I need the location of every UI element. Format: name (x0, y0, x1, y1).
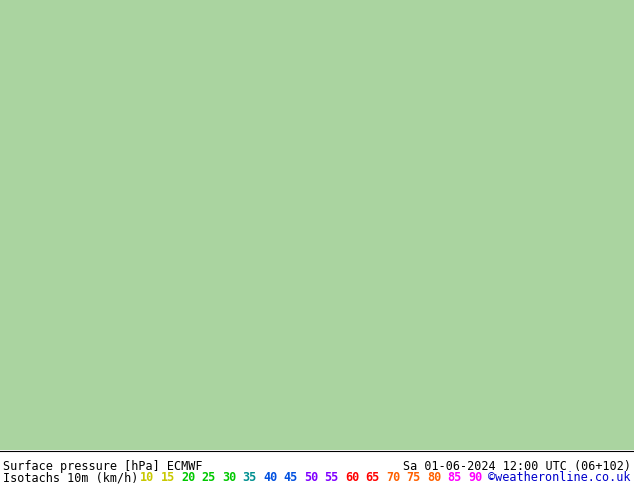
Text: Sa 01-06-2024 12:00 UTC (06+102): Sa 01-06-2024 12:00 UTC (06+102) (403, 460, 631, 473)
Text: 80: 80 (427, 471, 441, 484)
Text: Surface pressure [hPa] ECMWF: Surface pressure [hPa] ECMWF (3, 460, 202, 473)
Text: 85: 85 (448, 471, 462, 484)
Text: 50: 50 (304, 471, 318, 484)
Text: 90: 90 (468, 471, 482, 484)
Text: 75: 75 (406, 471, 421, 484)
Text: 20: 20 (181, 471, 195, 484)
Text: 25: 25 (202, 471, 216, 484)
Text: 60: 60 (345, 471, 359, 484)
Text: 15: 15 (160, 471, 175, 484)
Text: 30: 30 (222, 471, 236, 484)
Text: 45: 45 (283, 471, 298, 484)
Text: 55: 55 (325, 471, 339, 484)
Text: 10: 10 (140, 471, 154, 484)
Text: 35: 35 (242, 471, 257, 484)
Text: Isotachs 10m (km/h): Isotachs 10m (km/h) (3, 471, 138, 484)
Text: 65: 65 (365, 471, 380, 484)
Text: 40: 40 (263, 471, 277, 484)
Text: 70: 70 (386, 471, 400, 484)
Text: ©weatheronline.co.uk: ©weatheronline.co.uk (489, 471, 631, 484)
